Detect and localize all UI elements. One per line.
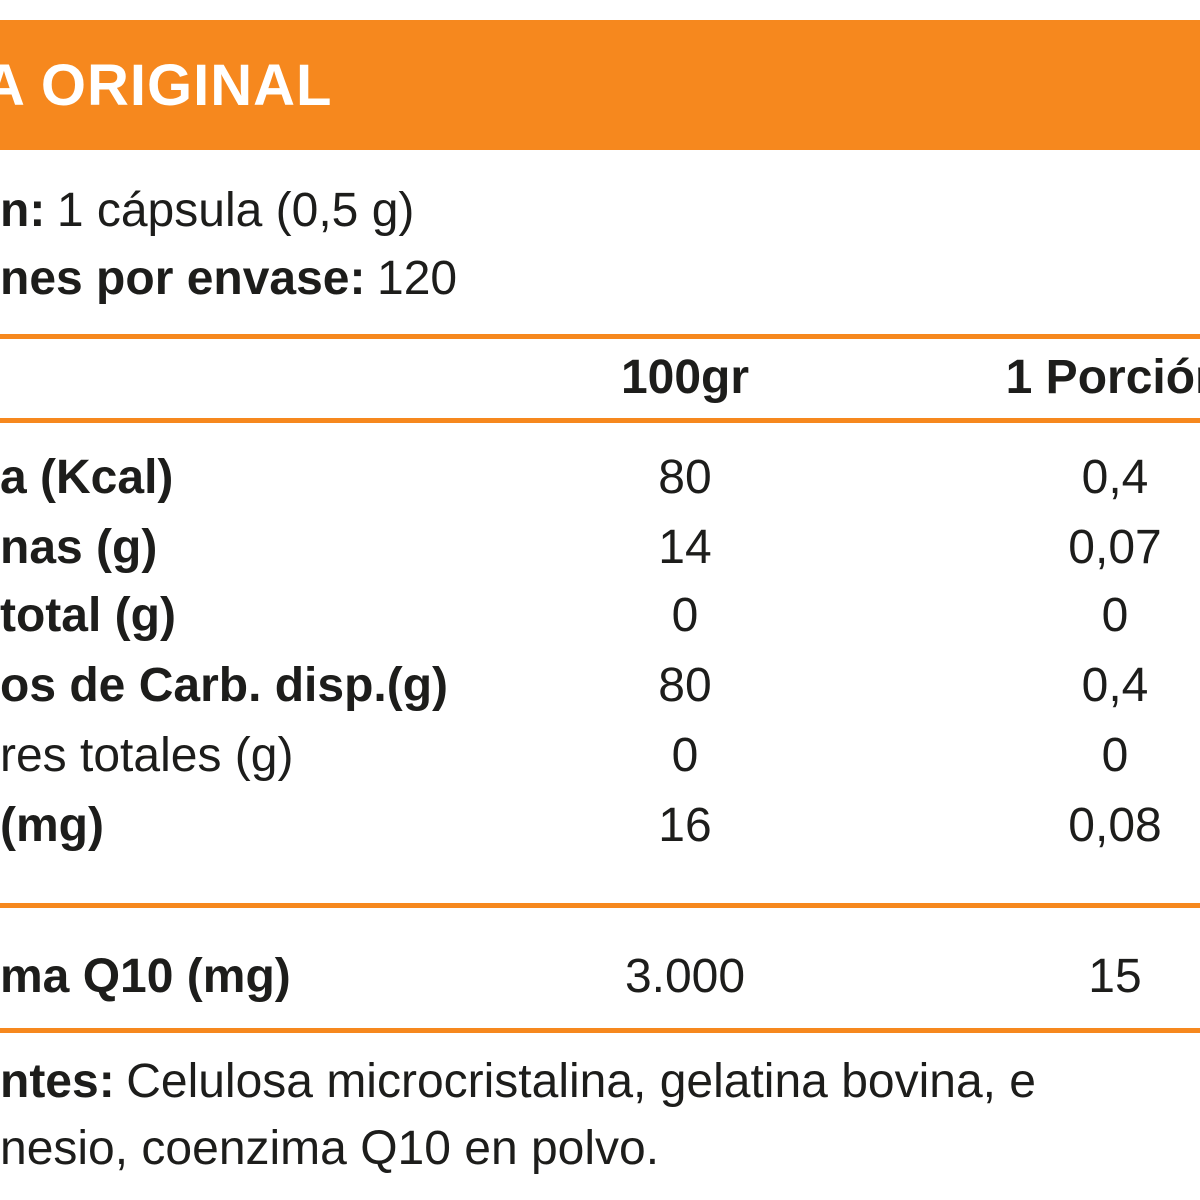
- row-label: total (g): [0, 589, 176, 642]
- ingredients-text-1: Celulosa microcristalina, gelatina bovin…: [126, 1055, 1036, 1108]
- column-header-100g: 100gr: [620, 351, 750, 404]
- table-row-protein: nas (g) 14 0,07: [0, 520, 1200, 576]
- row-value-100g: 0: [671, 729, 699, 782]
- header-title: A ORIGINAL: [0, 52, 333, 118]
- row-value-portion: 15: [1088, 950, 1142, 1003]
- row-value-portion: 0,07: [1068, 521, 1162, 574]
- row-label: (mg): [0, 799, 104, 852]
- table-header-row: 100gr 1 Porción: [0, 350, 1200, 406]
- table-row-carbs: os de Carb. disp.(g) 80 0,4: [0, 658, 1200, 714]
- column-header-portion: 1 Porción: [1005, 351, 1200, 404]
- row-value-100g: 16: [658, 799, 712, 852]
- header-bar: A ORIGINAL: [0, 20, 1200, 150]
- divider-rule-header: [0, 418, 1200, 423]
- ingredients-line-1: ntes: Celulosa microcristalina, gelatina …: [0, 1054, 1200, 1110]
- ingredients-line-2: nesio, coenzima Q10 en polvo.: [0, 1121, 1200, 1177]
- servings-per-container-line: nes por envase: 120: [0, 252, 457, 306]
- row-value-100g: 80: [658, 659, 712, 712]
- divider-rule-bottom: [0, 1028, 1200, 1033]
- row-label: res totales (g): [0, 729, 294, 782]
- row-label: a (Kcal): [0, 451, 174, 504]
- row-value-portion: 0,4: [1081, 451, 1149, 504]
- row-value-100g: 3.000: [624, 950, 746, 1003]
- divider-rule-mid: [0, 903, 1200, 908]
- row-label: nas (g): [0, 521, 158, 574]
- row-value-100g: 0: [671, 589, 699, 642]
- serving-size-value: 1 cápsula (0,5 g): [56, 184, 415, 237]
- row-value-portion: 0,4: [1081, 659, 1149, 712]
- ingredients-label: ntes:: [0, 1055, 115, 1108]
- ingredients-text-2: nesio, coenzima Q10 en polvo.: [0, 1122, 660, 1175]
- table-row-sugars: res totales (g) 0 0: [0, 728, 1200, 784]
- row-value-portion: 0,08: [1068, 799, 1162, 852]
- serving-size-label: n:: [0, 184, 46, 237]
- row-label: os de Carb. disp.(g): [0, 659, 449, 712]
- table-row-fat: total (g) 0 0: [0, 588, 1200, 644]
- divider-rule-top: [0, 334, 1200, 339]
- serving-size-line: n: 1 cápsula (0,5 g): [0, 184, 414, 238]
- row-value-portion: 0: [1101, 729, 1129, 782]
- row-value-portion: 0: [1101, 589, 1129, 642]
- table-row-coenzyme-q10: ma Q10 (mg) 3.000 15: [0, 949, 1200, 1005]
- table-row-sodium: (mg) 16 0,08: [0, 798, 1200, 854]
- row-value-100g: 80: [658, 451, 712, 504]
- servings-per-container-value: 120: [377, 252, 458, 305]
- servings-per-container-label: nes por envase:: [0, 252, 366, 305]
- table-row-energy: a (Kcal) 80 0,4: [0, 450, 1200, 506]
- row-label: ma Q10 (mg): [0, 950, 291, 1003]
- row-value-100g: 14: [658, 521, 712, 574]
